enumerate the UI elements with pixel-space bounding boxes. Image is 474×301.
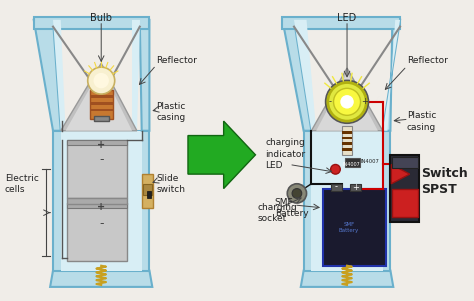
Polygon shape: [61, 63, 137, 131]
Bar: [304, 131, 391, 271]
Circle shape: [292, 189, 302, 198]
Polygon shape: [140, 20, 149, 131]
Text: Reflector: Reflector: [407, 56, 447, 64]
Bar: [342, 131, 352, 134]
Bar: [90, 90, 113, 119]
Text: Bulb: Bulb: [90, 13, 112, 23]
Bar: [146, 191, 151, 198]
Text: SMF
Battery: SMF Battery: [275, 198, 309, 218]
Bar: [311, 131, 383, 271]
Text: -: -: [99, 153, 103, 166]
Text: charging
indicator
LED: charging indicator LED: [265, 138, 305, 170]
Text: +: +: [361, 97, 368, 106]
Circle shape: [93, 73, 109, 88]
Bar: [323, 189, 385, 266]
Circle shape: [340, 95, 354, 109]
Text: SMF
Battery: SMF Battery: [339, 222, 359, 233]
Bar: [392, 189, 419, 218]
Text: -: -: [99, 217, 103, 230]
Polygon shape: [34, 20, 61, 131]
Polygon shape: [188, 121, 255, 189]
Bar: [283, 17, 400, 29]
Circle shape: [328, 82, 366, 121]
Polygon shape: [53, 20, 65, 131]
Bar: [90, 95, 113, 98]
Polygon shape: [65, 68, 132, 131]
Bar: [67, 198, 127, 204]
Text: Electric
cells: Electric cells: [5, 174, 39, 194]
Bar: [90, 102, 113, 105]
Text: +: +: [352, 182, 359, 191]
Bar: [67, 140, 127, 145]
Bar: [350, 184, 362, 191]
Polygon shape: [132, 20, 140, 131]
Polygon shape: [316, 73, 378, 131]
Bar: [143, 184, 152, 195]
Bar: [61, 131, 142, 271]
Bar: [342, 137, 352, 139]
Polygon shape: [301, 271, 393, 287]
Text: -: -: [328, 97, 331, 106]
Polygon shape: [311, 68, 383, 131]
Bar: [67, 203, 127, 208]
Text: Plastic
casing: Plastic casing: [156, 102, 185, 122]
Polygon shape: [383, 20, 400, 131]
Bar: [345, 158, 360, 167]
Text: Plastic
casing: Plastic casing: [407, 111, 436, 132]
Bar: [342, 148, 352, 151]
Text: Slide
switch: Slide switch: [156, 174, 185, 194]
Text: -: -: [335, 182, 338, 191]
Bar: [342, 142, 352, 145]
Text: charging
socket: charging socket: [257, 203, 297, 223]
Bar: [331, 184, 342, 191]
Bar: [67, 203, 127, 261]
Bar: [93, 116, 109, 121]
Bar: [90, 109, 113, 111]
Circle shape: [331, 164, 340, 174]
Text: +: +: [97, 140, 105, 150]
Polygon shape: [50, 271, 152, 287]
Polygon shape: [294, 20, 316, 131]
Circle shape: [287, 184, 307, 203]
Text: IN4007: IN4007: [361, 159, 379, 164]
Circle shape: [88, 67, 115, 94]
Text: IN4007: IN4007: [343, 162, 361, 167]
Text: Switch
SPST: Switch SPST: [421, 167, 468, 196]
Bar: [142, 174, 153, 208]
Bar: [392, 157, 419, 168]
Text: LED: LED: [337, 13, 356, 23]
Text: Reflector: Reflector: [156, 56, 197, 64]
Text: +: +: [97, 202, 105, 212]
Circle shape: [334, 88, 361, 115]
Polygon shape: [392, 164, 410, 184]
Bar: [67, 140, 127, 198]
Polygon shape: [383, 20, 400, 131]
Bar: [34, 17, 149, 29]
Polygon shape: [283, 20, 311, 131]
Bar: [53, 131, 149, 271]
Bar: [391, 155, 419, 222]
Bar: [342, 126, 352, 155]
